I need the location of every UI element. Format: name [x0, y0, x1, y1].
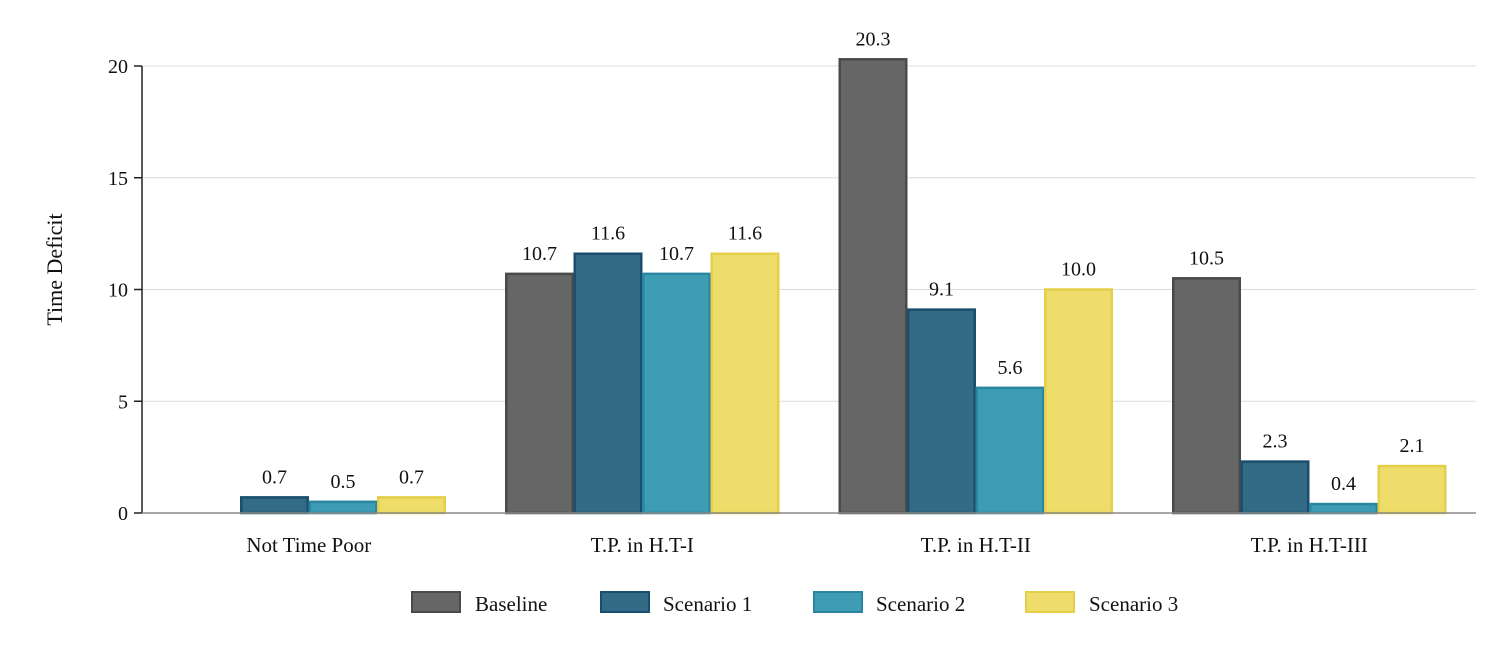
- data-label-scenario-3-not-time-poor: 0.7: [399, 466, 424, 488]
- legend-label-scenario-1: Scenario 1: [663, 592, 752, 616]
- axes: 0 5 10 15 20 Not Time Poor T.P. in H.T-I T.P. i…: [42, 56, 1476, 557]
- legend-label-scenario-3: Scenario 3: [1089, 592, 1178, 616]
- data-label-scenario-3-t-p-in-h-t-ii: 10.0: [1061, 259, 1096, 281]
- data-label-scenario-2-t-p-in-h-t-ii: 5.6: [998, 357, 1023, 379]
- bar-scenario-2-not-time-poor: [308, 500, 378, 515]
- bar-baseline-t-p-in-h-t-iii: [1172, 277, 1241, 515]
- legend-swatch-scenario-2: [813, 591, 863, 613]
- x-category-label-t-p-in-h-t-iii: T.P. in H.T-III: [1251, 533, 1368, 557]
- gridlines: [142, 65, 1476, 402]
- data-label-scenario-1-t-p-in-h-t-i: 11.6: [591, 223, 625, 245]
- bar-baseline-t-p-in-h-t-i: [505, 272, 574, 515]
- data-label-baseline-t-p-in-h-t-ii: 20.3: [856, 28, 891, 50]
- y-tick-label-0: 0: [118, 503, 128, 525]
- bar-scenario-3-not-time-poor: [377, 496, 446, 515]
- data-label-scenario-2-not-time-poor: 0.5: [331, 471, 356, 493]
- bar-scenario-1-t-p-in-h-t-iii: [1240, 460, 1310, 515]
- data-label-scenario-3-t-p-in-h-t-iii: 2.1: [1400, 435, 1425, 457]
- bars: [240, 58, 1447, 515]
- data-label-scenario-1-t-p-in-h-t-iii: 2.3: [1263, 431, 1288, 453]
- bar-scenario-1-t-p-in-h-t-i: [573, 252, 643, 515]
- y-axis-title: Time Deficit: [42, 213, 67, 325]
- bar-baseline-t-p-in-h-t-ii: [838, 58, 908, 515]
- bar-scenario-3-t-p-in-h-t-iii: [1377, 464, 1447, 515]
- bar-scenario-3-t-p-in-h-t-ii: [1044, 288, 1113, 515]
- x-category-label-t-p-in-h-t-ii: T.P. in H.T-II: [921, 533, 1031, 557]
- data-label-scenario-2-t-p-in-h-t-iii: 0.4: [1331, 473, 1356, 495]
- legend-swatch-scenario-1: [600, 591, 650, 613]
- x-category-label-t-p-in-h-t-i: T.P. in H.T-I: [591, 533, 694, 557]
- data-label-baseline-t-p-in-h-t-i: 10.7: [522, 243, 557, 265]
- data-label-scenario-3-t-p-in-h-t-i: 11.6: [728, 223, 762, 245]
- data-label-scenario-1-t-p-in-h-t-ii: 9.1: [929, 279, 954, 301]
- y-tick-label-15: 15: [108, 168, 128, 190]
- bar-scenario-2-t-p-in-h-t-i: [642, 272, 711, 515]
- legend-swatch-baseline: [411, 591, 461, 613]
- legend-label-baseline: Baseline: [475, 592, 547, 616]
- legend-label-scenario-2: Scenario 2: [876, 592, 965, 616]
- data-label-scenario-2-t-p-in-h-t-i: 10.7: [659, 243, 694, 265]
- data-label-scenario-1-not-time-poor: 0.7: [262, 466, 287, 488]
- bar-scenario-1-not-time-poor: [240, 496, 309, 515]
- data-labels: 0.7 0.5 0.7 10.7 11.6 10.7 11.6 20.3 9.1 5.6 10.0 1…: [262, 28, 1425, 495]
- bar-scenario-2-t-p-in-h-t-iii: [1309, 502, 1378, 515]
- x-category-label-not-time-poor: Not Time Poor: [246, 533, 371, 557]
- y-tick-label-20: 20: [108, 56, 128, 78]
- data-label-baseline-t-p-in-h-t-iii: 10.5: [1189, 247, 1224, 269]
- bar-scenario-3-t-p-in-h-t-i: [710, 252, 780, 515]
- bar-scenario-2-t-p-in-h-t-ii: [975, 386, 1045, 515]
- legend-swatch-scenario-3: [1025, 591, 1075, 613]
- y-tick-label-10: 10: [108, 280, 128, 302]
- y-tick-label-5: 5: [118, 391, 128, 413]
- legend: Baseline Scenario 1 Scenario 2 Scenario 3: [411, 591, 1178, 616]
- bar-scenario-1-t-p-in-h-t-ii: [907, 308, 976, 515]
